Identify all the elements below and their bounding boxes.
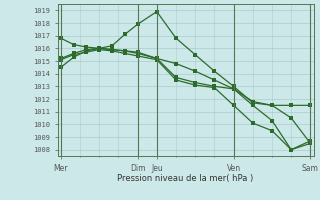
- X-axis label: Pression niveau de la mer( hPa ): Pression niveau de la mer( hPa ): [117, 174, 254, 183]
